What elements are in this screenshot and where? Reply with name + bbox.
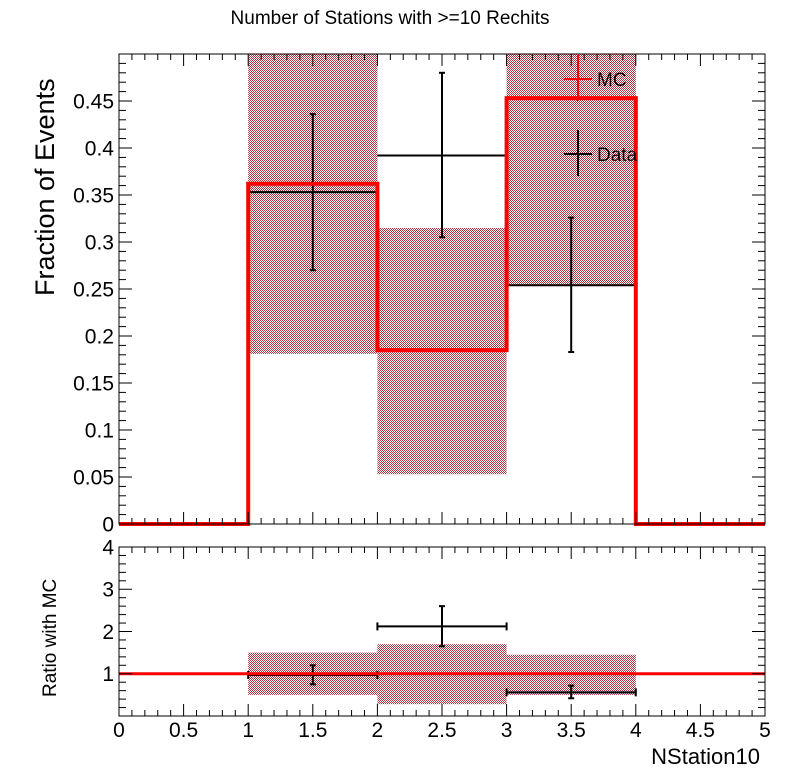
- y-tick-label: 4: [102, 536, 114, 559]
- legend-data-label: Data: [597, 145, 638, 166]
- ratio-plot-panel: 0 0.5 1 1.5 2 2.5 3 3.5 4 4.5 5 1 2 3 4: [102, 536, 771, 742]
- y-tick-label: 0.2: [85, 325, 114, 348]
- x-tick-label: 3: [501, 719, 513, 742]
- y-tick-label: 0.3: [85, 231, 114, 254]
- y-tick-label: 0.35: [73, 184, 114, 207]
- main-plot-panel: 0 0.05 0.1 0.15 0.2 0.25 0.3 0.35 0.4 0.45 MC Data: [73, 53, 766, 536]
- x-tick-label: 4.5: [686, 719, 715, 742]
- y-tick-label: 0.05: [73, 466, 114, 489]
- x-axis-label: NStation10: [651, 744, 760, 769]
- main-y-axis-label: Fraction of Events: [30, 78, 60, 296]
- x-tick-label: 0.5: [169, 719, 198, 742]
- y-tick-label: 0.25: [73, 278, 114, 301]
- y-tick-label: 0.45: [73, 90, 114, 113]
- y-tick-label: 0.1: [85, 419, 114, 442]
- y-tick-label: 0: [102, 513, 114, 536]
- y-tick-label: 2: [102, 621, 114, 644]
- y-tick-label: 1: [102, 663, 114, 686]
- x-tick-label: 1: [242, 719, 254, 742]
- x-tick-label: 0: [113, 719, 125, 742]
- x-tick-label: 3.5: [557, 719, 586, 742]
- ratio-y-axis-label: Ratio with MC: [40, 578, 61, 697]
- y-tick-label: 3: [102, 579, 114, 602]
- x-tick-label: 4: [630, 719, 642, 742]
- x-tick-label: 5: [759, 719, 771, 742]
- legend-mc-label: MC: [597, 70, 627, 91]
- chart-title: Number of Stations with >=10 Rechits: [230, 8, 550, 29]
- mc-histogram-line: [119, 96, 765, 526]
- x-tick-label: 2: [372, 719, 384, 742]
- y-tick-label: 0.4: [85, 137, 115, 160]
- y-tick-label: 0.15: [73, 372, 114, 395]
- x-tick-label: 1.5: [298, 719, 327, 742]
- x-tick-label: 2.5: [427, 719, 456, 742]
